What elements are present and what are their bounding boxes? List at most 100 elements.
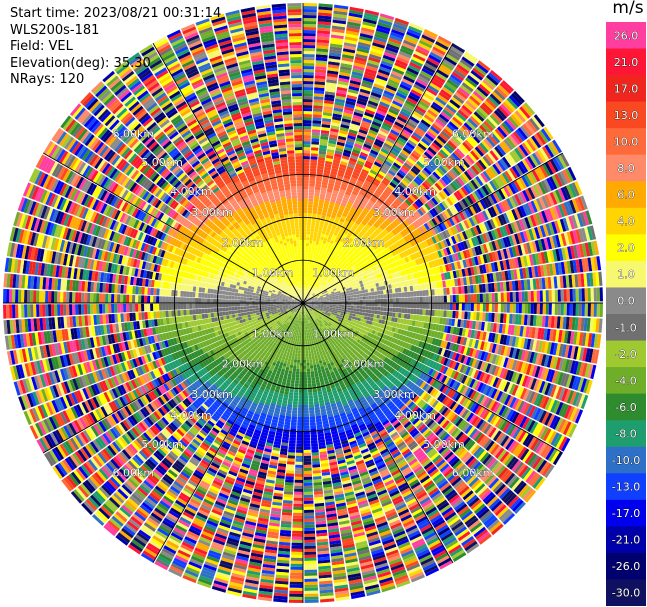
gate (347, 307, 351, 311)
gate (470, 227, 477, 237)
gate (356, 196, 363, 202)
gate (421, 204, 429, 213)
gate (361, 82, 373, 89)
gate (323, 288, 327, 291)
gate (328, 292, 332, 295)
gate (462, 240, 469, 250)
gate (328, 179, 335, 184)
gate (424, 202, 432, 211)
gate (309, 280, 312, 284)
gate (360, 123, 370, 129)
gate (367, 155, 376, 161)
gate (319, 144, 328, 149)
gate (329, 260, 333, 264)
gate (398, 223, 405, 231)
gate (373, 36, 387, 43)
gate (345, 30, 359, 36)
gate (367, 59, 380, 66)
gate (380, 294, 384, 299)
gate (352, 279, 357, 284)
gate (325, 250, 329, 255)
gate (514, 207, 521, 220)
gate (358, 260, 364, 266)
gate (476, 188, 485, 199)
gate (351, 247, 356, 252)
gate (387, 269, 392, 275)
gate (310, 295, 313, 299)
gate (352, 171, 360, 177)
gate (389, 76, 401, 84)
gate (366, 237, 372, 243)
gate (478, 83, 491, 95)
gate (384, 270, 389, 276)
gate (362, 18, 377, 25)
gate (314, 291, 318, 295)
gate (495, 203, 503, 215)
gate (315, 276, 318, 280)
gate (339, 188, 346, 194)
gate (410, 204, 417, 212)
gate (333, 187, 340, 192)
gate (315, 279, 318, 283)
gate (350, 297, 354, 301)
gate (319, 239, 324, 243)
gate (326, 296, 330, 298)
gate (359, 230, 365, 236)
gate (310, 153, 318, 157)
gate (382, 145, 391, 152)
gate (371, 216, 377, 223)
gate (320, 190, 327, 195)
gate (494, 292, 498, 302)
gate (317, 33, 330, 38)
gate (412, 110, 423, 119)
gate (399, 246, 405, 253)
gate (392, 220, 399, 227)
gate (509, 167, 518, 179)
gate (511, 195, 519, 207)
gate (343, 275, 347, 279)
gate (380, 277, 384, 282)
gate (335, 216, 341, 221)
gate (483, 221, 491, 232)
gate (371, 279, 376, 284)
gate (515, 291, 519, 302)
gate (341, 273, 346, 277)
gate (407, 206, 415, 214)
gate (445, 142, 455, 152)
gate (412, 253, 418, 260)
gate (421, 95, 433, 104)
gate (315, 180, 322, 185)
gate (334, 153, 342, 158)
gate (368, 129, 378, 136)
gate (415, 188, 423, 196)
gate (425, 303, 429, 309)
gate (426, 239, 432, 247)
gate (343, 45, 356, 51)
gate (552, 206, 560, 220)
gate (461, 124, 472, 135)
gate (410, 297, 414, 303)
gate (407, 28, 422, 37)
gate (303, 162, 310, 166)
gate (316, 294, 320, 297)
gate (537, 226, 544, 239)
gate (463, 184, 471, 195)
gate (352, 68, 364, 74)
gate (413, 190, 421, 198)
gate (329, 201, 335, 206)
gate (332, 294, 336, 297)
gate (374, 278, 379, 284)
gate (508, 235, 515, 246)
gate (499, 173, 508, 185)
gate (349, 126, 359, 132)
gate (526, 139, 537, 152)
gate (355, 227, 362, 233)
gate (360, 276, 365, 281)
gate (379, 127, 390, 135)
gate (557, 154, 567, 169)
gate (330, 37, 344, 42)
gate (317, 263, 320, 268)
gate (425, 149, 435, 158)
gate (391, 126, 402, 134)
gate (402, 269, 408, 276)
